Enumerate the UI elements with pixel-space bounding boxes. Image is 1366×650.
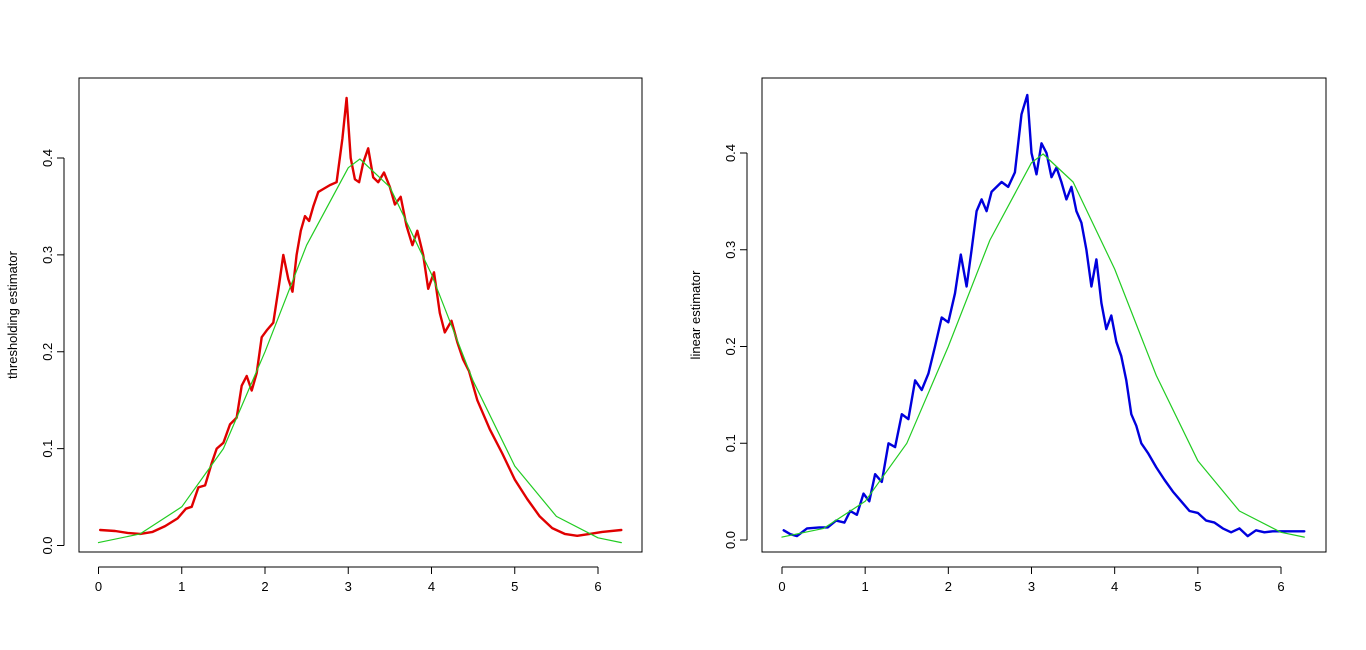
true-density-line xyxy=(781,153,1305,538)
y-tick-label: 0.4 xyxy=(723,144,738,162)
x-tick-label: 3 xyxy=(345,579,352,594)
plot-frame xyxy=(761,77,1327,553)
x-tick-label: 4 xyxy=(1111,579,1118,594)
y-tick-label: 0.0 xyxy=(723,531,738,549)
y-axis-label: thresholding estimator xyxy=(5,250,20,379)
x-tick-label: 0 xyxy=(778,579,785,594)
y-tick-label: 0.1 xyxy=(723,434,738,452)
x-tick-label: 3 xyxy=(1028,579,1035,594)
x-tick-label: 0 xyxy=(95,579,102,594)
x-tick-label: 2 xyxy=(261,579,268,594)
y-tick-label: 0.2 xyxy=(40,343,55,361)
x-tick-label: 1 xyxy=(178,579,185,594)
y-tick-label: 0.0 xyxy=(40,536,55,554)
x-tick-label: 2 xyxy=(945,579,952,594)
y-tick-label: 0.3 xyxy=(40,246,55,264)
y-tick-label: 0.3 xyxy=(723,241,738,259)
estimator-line xyxy=(99,96,623,537)
true-density-line xyxy=(97,158,622,544)
plot-frame xyxy=(78,77,643,553)
y-tick-label: 0.2 xyxy=(723,337,738,355)
x-tick-label: 6 xyxy=(594,579,601,594)
y-axis-label: linear estimator xyxy=(688,270,703,360)
estimator-line xyxy=(782,93,1306,538)
x-tick-label: 5 xyxy=(511,579,518,594)
x-tick-label: 1 xyxy=(862,579,869,594)
x-tick-label: 6 xyxy=(1277,579,1284,594)
left-panel-thresholding: 0 1 2 3 4 5 6 0.0 0.1 0.2 0.3 0.4 thresholding estim… xyxy=(5,77,643,594)
y-tick-label: 0.4 xyxy=(40,149,55,167)
right-panel-linear: 0 1 2 3 4 5 6 0.0 0.1 0.2 0.3 0.4 linear estimator xyxy=(688,77,1327,594)
x-tick-label: 5 xyxy=(1194,579,1201,594)
x-tick-label: 4 xyxy=(428,579,435,594)
y-tick-label: 0.1 xyxy=(40,440,55,458)
